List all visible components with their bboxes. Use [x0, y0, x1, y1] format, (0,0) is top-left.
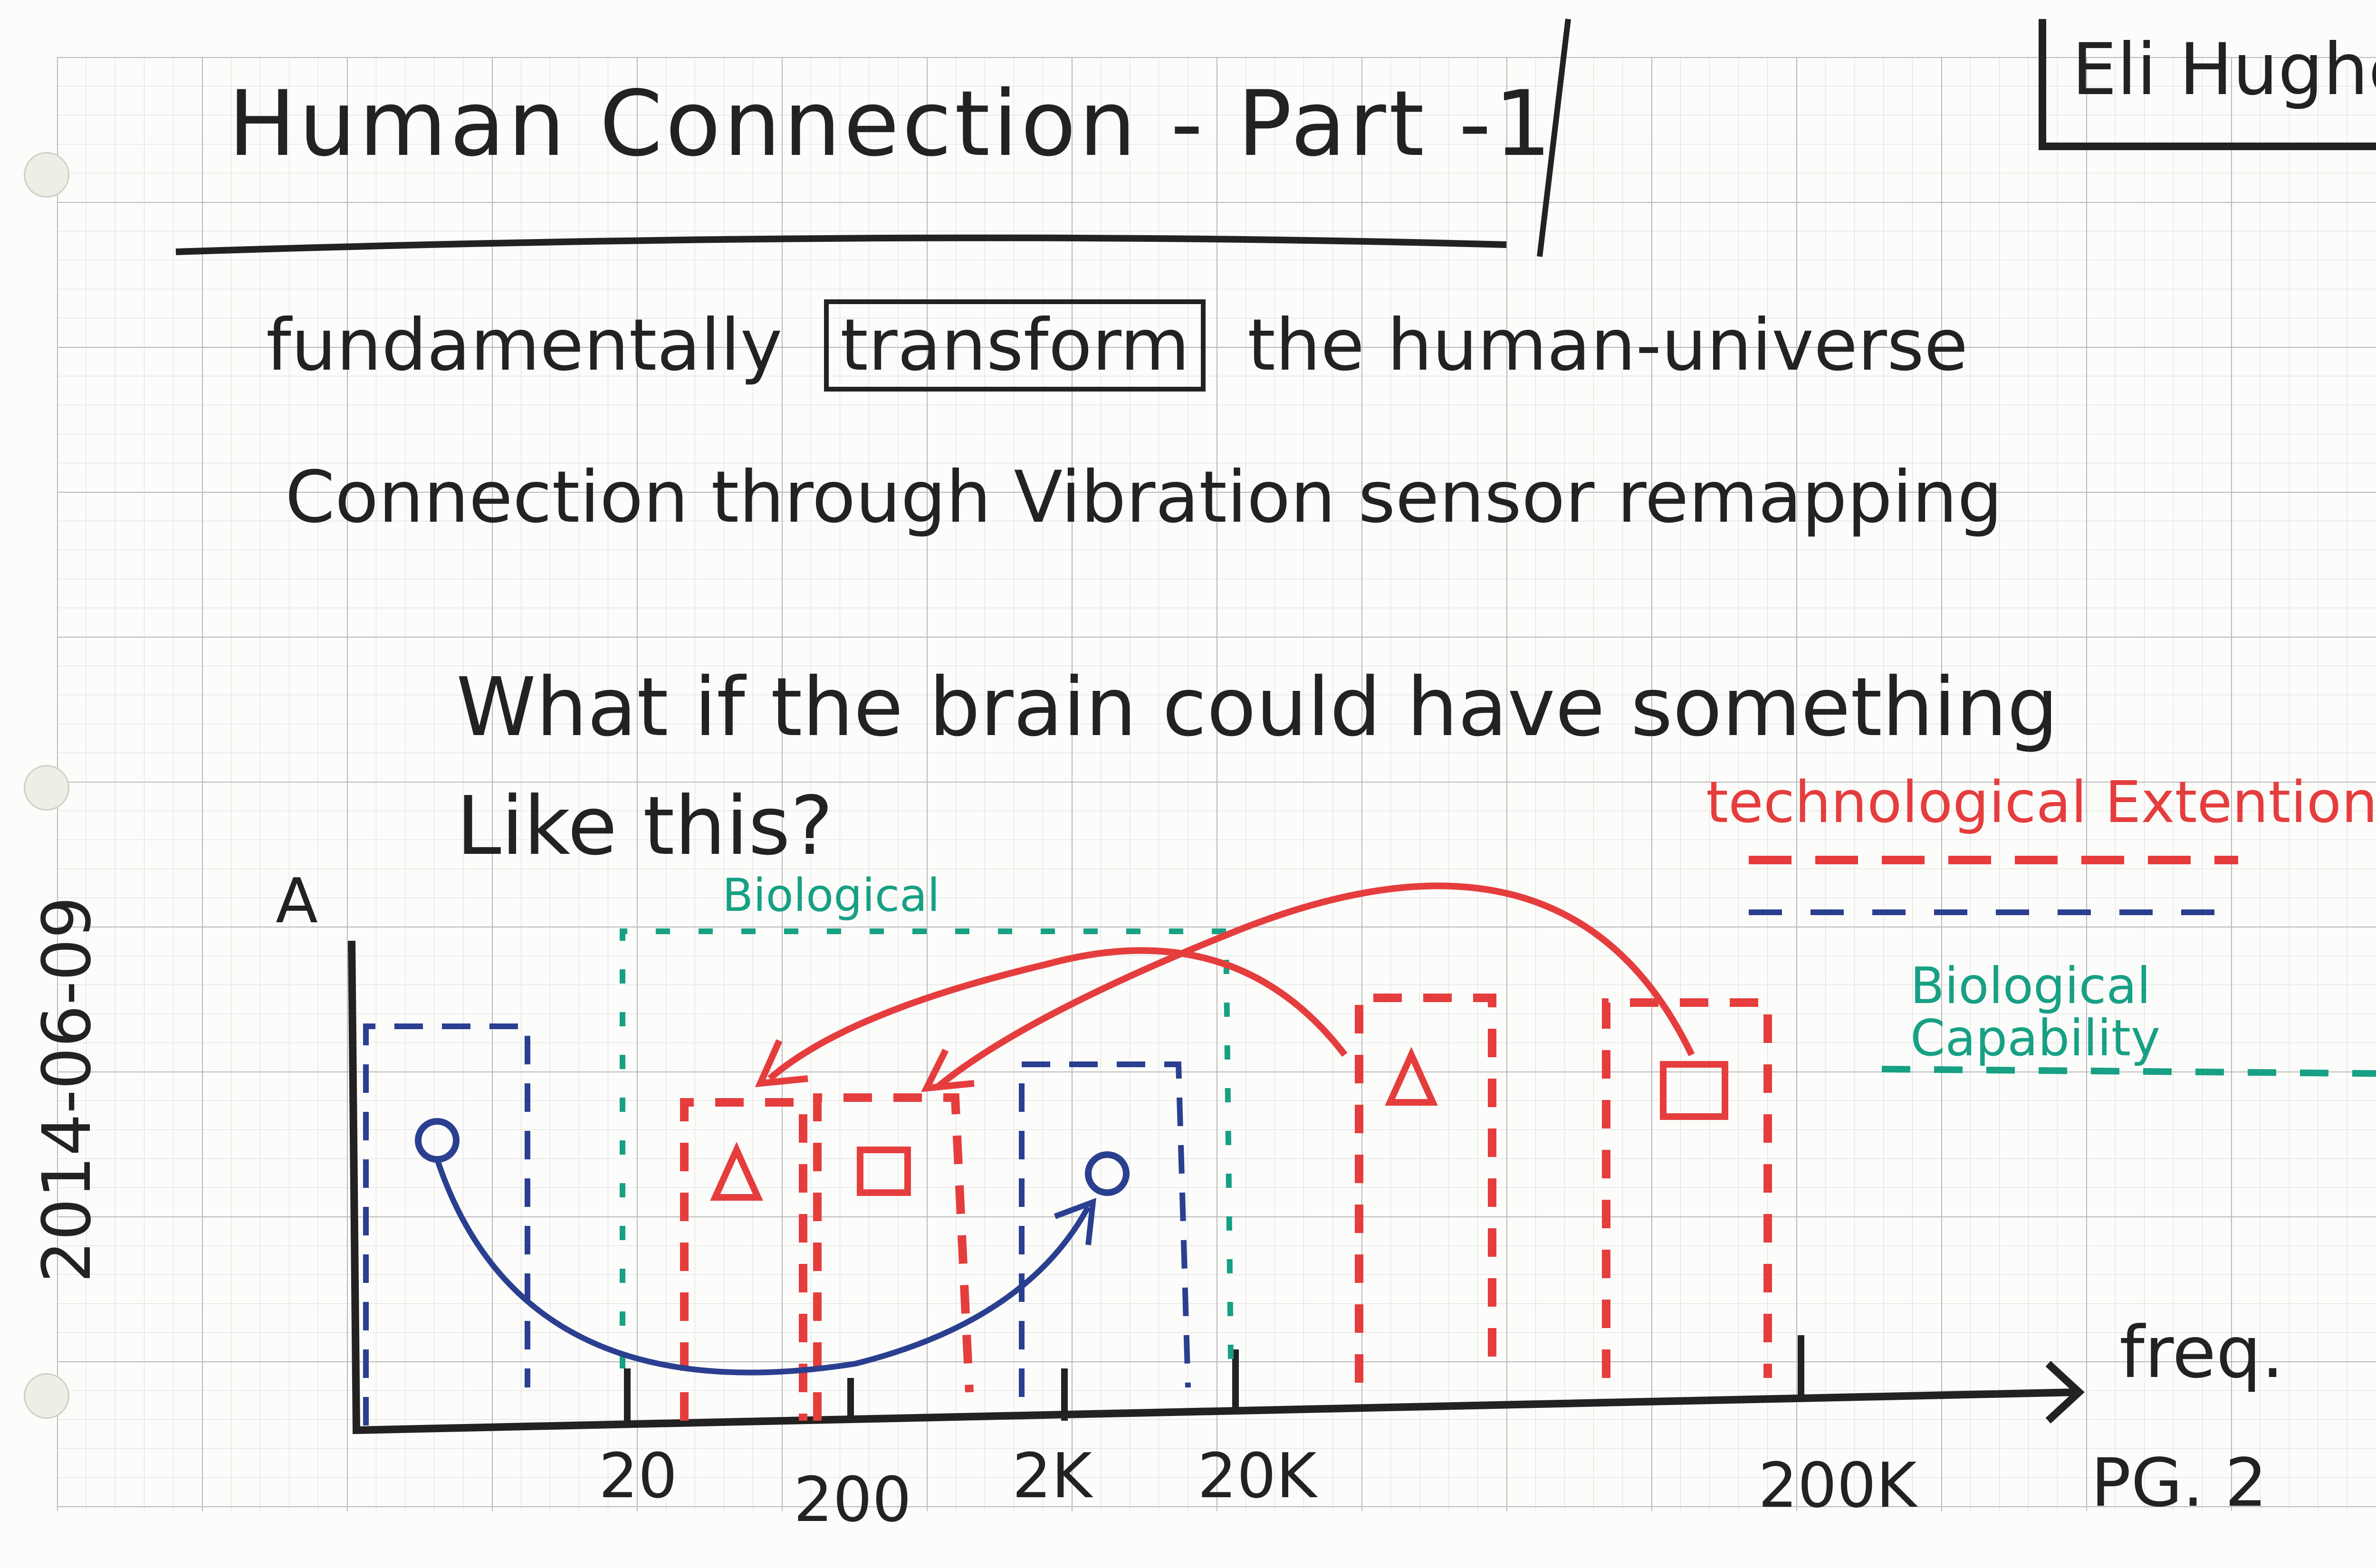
biological-label: Biological [722, 870, 940, 922]
statement-pre: fundamentally [266, 304, 783, 387]
legend-teal-dash [1881, 1066, 2376, 1077]
biological-region [620, 928, 1234, 1368]
statement-line-2: Connection through Vibration sensor rema… [285, 456, 2003, 539]
boxed-word: transform [824, 299, 1206, 392]
graph-paper-grid [57, 57, 2376, 1511]
red-box-square-high [1602, 998, 1772, 1378]
red-box-square-low [813, 1093, 974, 1421]
square-icon [857, 1147, 911, 1196]
x-tick-200k: 200K [1758, 1449, 1917, 1521]
red-arrowhead-square [921, 1048, 975, 1092]
binder-hole-bottom [24, 1373, 69, 1419]
title-divider [1537, 19, 1571, 257]
red-arrowhead-triangle [755, 1039, 808, 1088]
x-tick-marks [624, 1335, 1804, 1425]
y-axis-label: A [276, 865, 318, 937]
binder-hole-middle [24, 765, 69, 811]
blue-arrowhead [1054, 1197, 1097, 1245]
statement-post: the human-universe [1247, 304, 1968, 387]
red-region-boxes [680, 994, 1772, 1421]
author-box [2039, 19, 2376, 150]
legend-technological: technological Extention [1706, 770, 2376, 836]
blue-box-mid [1019, 1061, 1191, 1397]
axes [348, 940, 2077, 1434]
x-tick-2k: 2K [1012, 1440, 1092, 1512]
red-remap-arrow-triangle [767, 947, 1348, 1081]
binder-hole-top [24, 152, 69, 198]
statement-line-1: fundamentally transform the human-univer… [266, 299, 1968, 392]
title-underline [175, 234, 1507, 255]
legend-biological: Biological Capability [1910, 957, 2161, 1068]
author-name: Eli Hughes [2072, 29, 2376, 111]
red-box-triangle-low [680, 1098, 807, 1421]
question-line-2: Like this? [456, 779, 834, 873]
red-remap-arrow-square [934, 882, 1695, 1091]
circle-icon [415, 1118, 460, 1163]
red-box-triangle-high [1355, 994, 1496, 1383]
question-line-1: What if the brain could have something [456, 660, 2059, 755]
triangle-icon [1385, 1046, 1438, 1106]
x-tick-20: 20 [599, 1440, 678, 1512]
x-tick-20k: 20K [1198, 1440, 1317, 1512]
page-title: Human Connection - Part -1 [228, 71, 1554, 176]
circle-icon [1085, 1151, 1130, 1196]
blue-box-low [363, 1023, 530, 1425]
blue-remap-arrow [434, 1158, 1091, 1376]
blue-region-boxes [363, 1023, 1191, 1425]
x-axis-label: freq. [2119, 1311, 2284, 1394]
triangle-icon [710, 1141, 763, 1201]
x-tick-200: 200 [794, 1463, 912, 1536]
page-number: PG. 2 [2091, 1444, 2267, 1522]
x-axis-arrow [2045, 1361, 2085, 1424]
square-icon [1660, 1061, 1728, 1120]
